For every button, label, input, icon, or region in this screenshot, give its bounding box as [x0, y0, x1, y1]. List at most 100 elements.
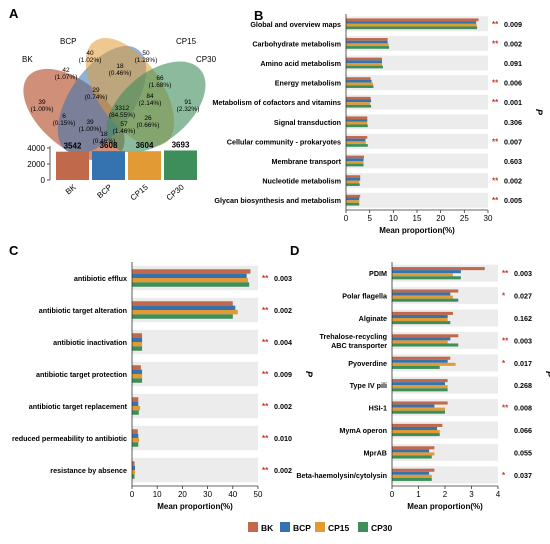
- significance-stars: **: [492, 79, 499, 88]
- bar-BCP: [346, 99, 372, 103]
- p-value: 0.066: [514, 426, 532, 435]
- panel-a: A BK BCP CP15 CP30 40(1.02%)50(1.28%)42(…: [9, 6, 217, 162]
- venn-pct-all: (84.55%): [109, 112, 135, 119]
- category-label: Amino acid metabolism: [260, 59, 341, 68]
- category-label: Energy metabolism: [275, 79, 341, 88]
- row-band: [346, 114, 488, 130]
- p-value: 0.003: [514, 269, 532, 278]
- bar-BCP: [132, 337, 143, 342]
- bar-BK: [392, 468, 435, 472]
- panel-a-bar-chart: 0 2000 4000 3542 BK 3608 BCP 3604 CP15 3693 CP30: [27, 140, 197, 202]
- row-band: [346, 173, 488, 189]
- bar-BCP: [392, 270, 461, 274]
- bar-BCP: [346, 138, 366, 142]
- bar-BK: [392, 379, 448, 383]
- bar-BCP: [132, 305, 236, 310]
- bar-CP15: [392, 273, 453, 277]
- bar-CP30: [392, 321, 451, 325]
- row-band: [132, 457, 258, 483]
- p-value: 0.268: [514, 381, 532, 390]
- a-y-tick-label: 2000: [27, 160, 45, 169]
- bar-CP15: [132, 374, 143, 379]
- bar-BK: [346, 77, 371, 80]
- p-value: 0.002: [504, 177, 522, 186]
- bar-BK: [392, 423, 443, 427]
- p-value: 0.003: [514, 336, 532, 345]
- p-value: 0.003: [274, 274, 292, 283]
- panel-b-label: B: [254, 8, 263, 23]
- bar-CP15: [132, 406, 141, 411]
- bar-BCP: [346, 60, 382, 63]
- bar-CP30: [392, 298, 459, 302]
- p-value: 0.002: [274, 466, 292, 475]
- significance-stars: *: [502, 359, 506, 368]
- bar-BK: [392, 311, 453, 315]
- x-tick-label: 2: [443, 490, 448, 499]
- bar-BK: [132, 461, 135, 466]
- panel-a-label: A: [9, 6, 19, 21]
- category-label: Signal transduction: [274, 118, 341, 127]
- significance-stars: **: [492, 20, 499, 29]
- bar-CP30: [346, 183, 360, 186]
- bar-CP30: [392, 343, 459, 347]
- category-label: reduced permeability to antibiotic: [12, 434, 127, 443]
- bar-BK: [392, 356, 451, 360]
- bar-BK: [346, 38, 388, 41]
- row-band: [346, 133, 488, 149]
- row-band: [132, 425, 258, 451]
- bar-CP15: [132, 342, 143, 347]
- venn-count-cp30_only: 91: [184, 99, 192, 106]
- bar-CP30: [346, 26, 478, 30]
- category-label: Cellular community - prokaryotes: [227, 137, 341, 146]
- bar-CP15: [346, 43, 389, 47]
- bar-BCP: [346, 40, 388, 44]
- bar-CP30: [392, 410, 445, 414]
- bar-BCP: [392, 292, 451, 296]
- p-axis-title: P: [544, 371, 550, 378]
- bar-CP30: [392, 477, 432, 481]
- significance-stars: **: [262, 402, 269, 411]
- bar-BK: [392, 289, 459, 293]
- venn-count-bk_bcp_cp30: 39: [86, 119, 94, 126]
- bar-BCP: [132, 433, 139, 438]
- p-value: 0.001: [504, 98, 522, 107]
- bar-CP15: [392, 407, 445, 411]
- x-tick-label: 25: [460, 214, 469, 223]
- category-label: Trehalose-recycling: [319, 332, 387, 341]
- venn-pct-bk_bcp_cp15: (0.74%): [85, 94, 108, 101]
- panel-d-label: D: [290, 243, 299, 258]
- significance-stars: **: [492, 196, 499, 205]
- a-x-label-BK: BK: [64, 182, 78, 196]
- bar-CP15: [132, 438, 140, 443]
- bar-CP15: [392, 362, 456, 366]
- venn-count-bk_cp30: 18: [100, 131, 108, 138]
- bar-BK: [132, 429, 138, 434]
- significance-stars: **: [262, 274, 269, 283]
- bar-BCP: [346, 177, 361, 181]
- venn-count-cp15_cp30: 66: [156, 75, 164, 82]
- a-bar-value-CP30: 3693: [172, 140, 190, 149]
- bar-BCP: [392, 314, 448, 318]
- bar-CP15: [392, 474, 432, 478]
- bar-BK: [346, 57, 382, 61]
- category-label: PDIM: [369, 269, 387, 278]
- bar-BCP: [346, 79, 372, 83]
- bar-CP30: [392, 365, 440, 369]
- a-y-tick-label: 0: [41, 176, 46, 185]
- venn-label-bcp: BCP: [60, 37, 76, 46]
- bar-CP15: [392, 430, 440, 434]
- legend-label-BK: BK: [261, 523, 274, 533]
- category-label: Metabolism of cofactors and vitamins: [212, 98, 341, 107]
- category-label: Nucleotide metabolism: [262, 177, 341, 186]
- bar-BK: [346, 155, 364, 159]
- x-tick-label: 20: [436, 214, 445, 223]
- venn-pct-bk_bcp: (1.07%): [55, 74, 78, 81]
- row-band: [132, 361, 258, 387]
- bar-BK: [392, 334, 459, 338]
- significance-stars: **: [502, 269, 509, 278]
- bar-CP30: [392, 455, 432, 459]
- bar-CP30: [392, 276, 461, 280]
- bar-CP15: [392, 452, 435, 456]
- x-tick-label: 3: [469, 490, 474, 499]
